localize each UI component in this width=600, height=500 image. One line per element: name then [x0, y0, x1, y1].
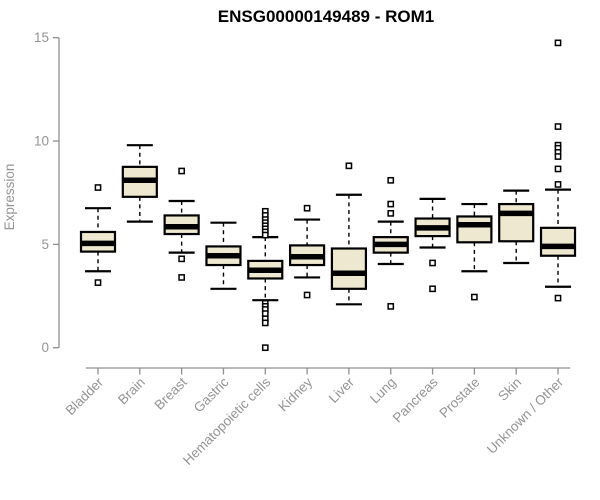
y-tick-label-15: 15 [34, 30, 49, 45]
outlier-point [345, 162, 353, 170]
outlier-point [178, 255, 185, 263]
boxplot-lung [372, 176, 409, 310]
y-axis-title: Expression [2, 164, 17, 231]
x-tick-label-breast: Breast [152, 374, 190, 412]
boxplot-kidney [289, 204, 326, 299]
iqr-box [330, 247, 368, 290]
outlier-point [94, 279, 102, 286]
x-tick-label-bladder: Bladder [63, 374, 107, 418]
x-tick-label-unknown-other: Unknown / Other [484, 374, 567, 457]
chart-title: ENSG00000149489 - ROM1 [218, 7, 434, 26]
outlier-point [554, 181, 562, 188]
iqr-box [498, 202, 535, 243]
outlier-point [554, 39, 562, 47]
boxplot-prostate [456, 202, 493, 301]
outlier-point [94, 184, 102, 191]
outlier-point [261, 319, 269, 327]
y-tick-label-10: 10 [34, 134, 49, 149]
x-tick-label-lung: Lung [367, 375, 399, 407]
x-tick-label-kidney: Kidney [275, 374, 315, 414]
boxplot-brain [121, 144, 158, 223]
y-axis: 0 5 10 15 [34, 30, 60, 355]
x-tick-label-gastric: Gastric [191, 374, 232, 415]
outlier-point [387, 210, 395, 217]
outlier-point [554, 165, 562, 173]
y-tick-label-5: 5 [41, 237, 49, 252]
boxplot-bladder [79, 184, 117, 286]
x-tick-label-liver: Liver [326, 374, 358, 406]
iqr-box [539, 226, 577, 257]
outlier-point [303, 204, 311, 212]
outlier-point [554, 294, 562, 302]
outlier-point [387, 176, 395, 184]
outlier-point [387, 303, 395, 310]
outlier-point [178, 274, 185, 281]
iqr-box [456, 215, 493, 244]
y-tick-label-0: 0 [41, 340, 49, 355]
boxplot-breast [163, 167, 200, 281]
outlier-point [303, 291, 311, 299]
outlier-point [178, 167, 185, 175]
boxplot-liver [330, 162, 368, 306]
x-tick-label-pancreas: Pancreas [390, 374, 441, 425]
boxplot-skin [498, 189, 535, 265]
outlier-point [429, 259, 436, 267]
boxplot-unknown-other [539, 39, 577, 302]
x-tick-label-brain: Brain [115, 375, 148, 408]
x-tick-label-skin: Skin [495, 375, 524, 404]
outlier-point [554, 123, 562, 130]
outlier-point [261, 231, 269, 239]
outlier-point [261, 344, 269, 352]
plot-area: 0 5 10 15 Bladder Brain Breast GastricHematopoi… [34, 30, 577, 468]
outlier-point [387, 200, 395, 208]
boxplot-hematopoietic-cells [247, 207, 284, 352]
boxplot-pancreas [414, 197, 451, 293]
outlier-point [429, 285, 436, 293]
outlier-point [554, 153, 562, 160]
boxplot-gastric [205, 221, 242, 290]
x-tick-label-prostate: Prostate [436, 375, 482, 421]
outlier-point [471, 293, 478, 301]
